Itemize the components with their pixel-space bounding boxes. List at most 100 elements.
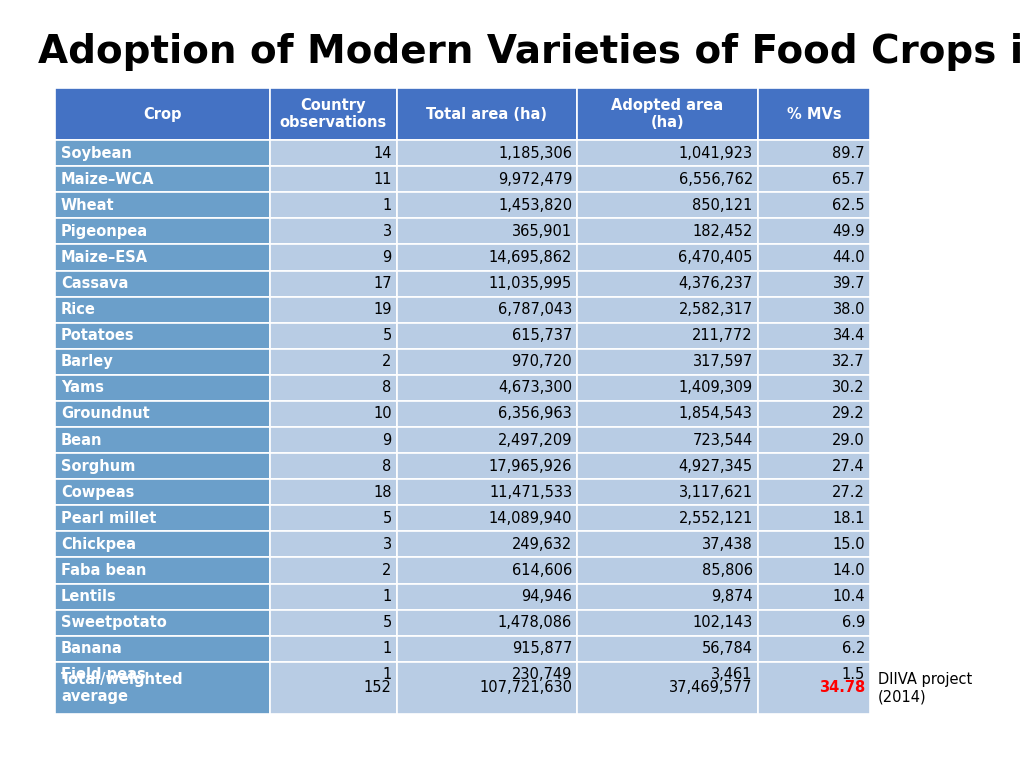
Bar	[55, 584, 269, 610]
Text: 1,478,086: 1,478,086	[498, 615, 572, 630]
Bar	[578, 662, 758, 688]
Bar	[396, 349, 578, 375]
Text: 14.0: 14.0	[833, 563, 865, 578]
Bar	[758, 636, 870, 662]
Text: 14: 14	[373, 146, 391, 161]
Bar	[578, 636, 758, 662]
Text: Potatoes: Potatoes	[61, 328, 134, 343]
Bar	[578, 427, 758, 453]
Text: Soybean: Soybean	[61, 146, 132, 161]
Bar	[396, 505, 578, 531]
Bar	[578, 375, 758, 401]
Bar	[578, 140, 758, 166]
Bar	[758, 192, 870, 218]
Text: 211,772: 211,772	[692, 328, 753, 343]
Text: 37,469,577: 37,469,577	[670, 680, 753, 695]
Bar	[578, 88, 758, 140]
Text: 32.7: 32.7	[833, 354, 865, 369]
Text: 17: 17	[373, 276, 391, 291]
Bar	[758, 375, 870, 401]
Bar	[55, 453, 269, 479]
Bar	[55, 375, 269, 401]
Text: 29.2: 29.2	[833, 406, 865, 422]
Text: Maize–ESA: Maize–ESA	[61, 250, 148, 265]
Bar	[396, 610, 578, 636]
Bar	[55, 323, 269, 349]
Text: 365,901: 365,901	[512, 224, 572, 239]
Text: 18.1: 18.1	[833, 511, 865, 526]
Text: Adopted area
(ha): Adopted area (ha)	[611, 98, 724, 131]
Text: 17,965,926: 17,965,926	[488, 458, 572, 474]
Text: Bean: Bean	[61, 432, 102, 448]
Text: Sorghum: Sorghum	[61, 458, 135, 474]
Bar	[396, 636, 578, 662]
Text: 915,877: 915,877	[512, 641, 572, 656]
Bar	[396, 479, 578, 505]
Text: 5: 5	[382, 615, 391, 630]
Bar	[396, 166, 578, 192]
Text: 4,673,300: 4,673,300	[498, 380, 572, 396]
Text: Adoption of Modern Varieties of Food Crops in Africa: Adoption of Modern Varieties of Food Cro…	[38, 33, 1024, 71]
Text: Chickpea: Chickpea	[61, 537, 136, 552]
Bar	[55, 296, 269, 323]
Text: 3: 3	[383, 224, 391, 239]
Text: 9: 9	[382, 250, 391, 265]
Text: 49.9: 49.9	[833, 224, 865, 239]
Bar	[578, 531, 758, 558]
Bar	[269, 296, 396, 323]
Text: 11: 11	[373, 172, 391, 187]
Text: 8: 8	[382, 458, 391, 474]
Bar	[758, 610, 870, 636]
Text: 4,927,345: 4,927,345	[679, 458, 753, 474]
Bar	[269, 662, 396, 688]
Text: 27.4: 27.4	[833, 458, 865, 474]
Bar	[55, 610, 269, 636]
Text: 14,695,862: 14,695,862	[488, 250, 572, 265]
Bar	[269, 636, 396, 662]
Text: 317,597: 317,597	[692, 354, 753, 369]
Bar	[55, 270, 269, 296]
Bar	[396, 140, 578, 166]
Text: 39.7: 39.7	[833, 276, 865, 291]
Bar	[55, 558, 269, 584]
Bar	[396, 453, 578, 479]
Text: 2: 2	[382, 354, 391, 369]
Bar	[758, 270, 870, 296]
Bar	[396, 558, 578, 584]
Text: Maize–WCA: Maize–WCA	[61, 172, 155, 187]
Text: Wheat: Wheat	[61, 198, 115, 213]
Bar	[269, 610, 396, 636]
Bar	[758, 479, 870, 505]
Text: 1.5: 1.5	[842, 667, 865, 682]
Bar	[758, 401, 870, 427]
Bar	[396, 401, 578, 427]
Text: 65.7: 65.7	[833, 172, 865, 187]
Text: 107,721,630: 107,721,630	[479, 680, 572, 695]
Bar	[396, 218, 578, 244]
Text: Rice: Rice	[61, 302, 96, 317]
Bar	[758, 349, 870, 375]
Text: 62.5: 62.5	[833, 198, 865, 213]
Bar	[55, 140, 269, 166]
Text: 1,185,306: 1,185,306	[499, 146, 572, 161]
Bar	[55, 218, 269, 244]
Text: Pearl millet: Pearl millet	[61, 511, 157, 526]
Bar	[269, 375, 396, 401]
Text: 89.7: 89.7	[833, 146, 865, 161]
Text: 6,470,405: 6,470,405	[678, 250, 753, 265]
Text: 8: 8	[382, 380, 391, 396]
Text: 2: 2	[382, 563, 391, 578]
Text: 2,552,121: 2,552,121	[678, 511, 753, 526]
Text: 1,854,543: 1,854,543	[679, 406, 753, 422]
Bar	[55, 505, 269, 531]
Bar	[269, 349, 396, 375]
Bar	[578, 192, 758, 218]
Bar	[578, 270, 758, 296]
Bar	[269, 558, 396, 584]
Text: 1: 1	[382, 667, 391, 682]
Text: 6.9: 6.9	[842, 615, 865, 630]
Bar	[396, 662, 578, 714]
Text: 6.2: 6.2	[842, 641, 865, 656]
Bar	[758, 323, 870, 349]
Text: 56,784: 56,784	[701, 641, 753, 656]
